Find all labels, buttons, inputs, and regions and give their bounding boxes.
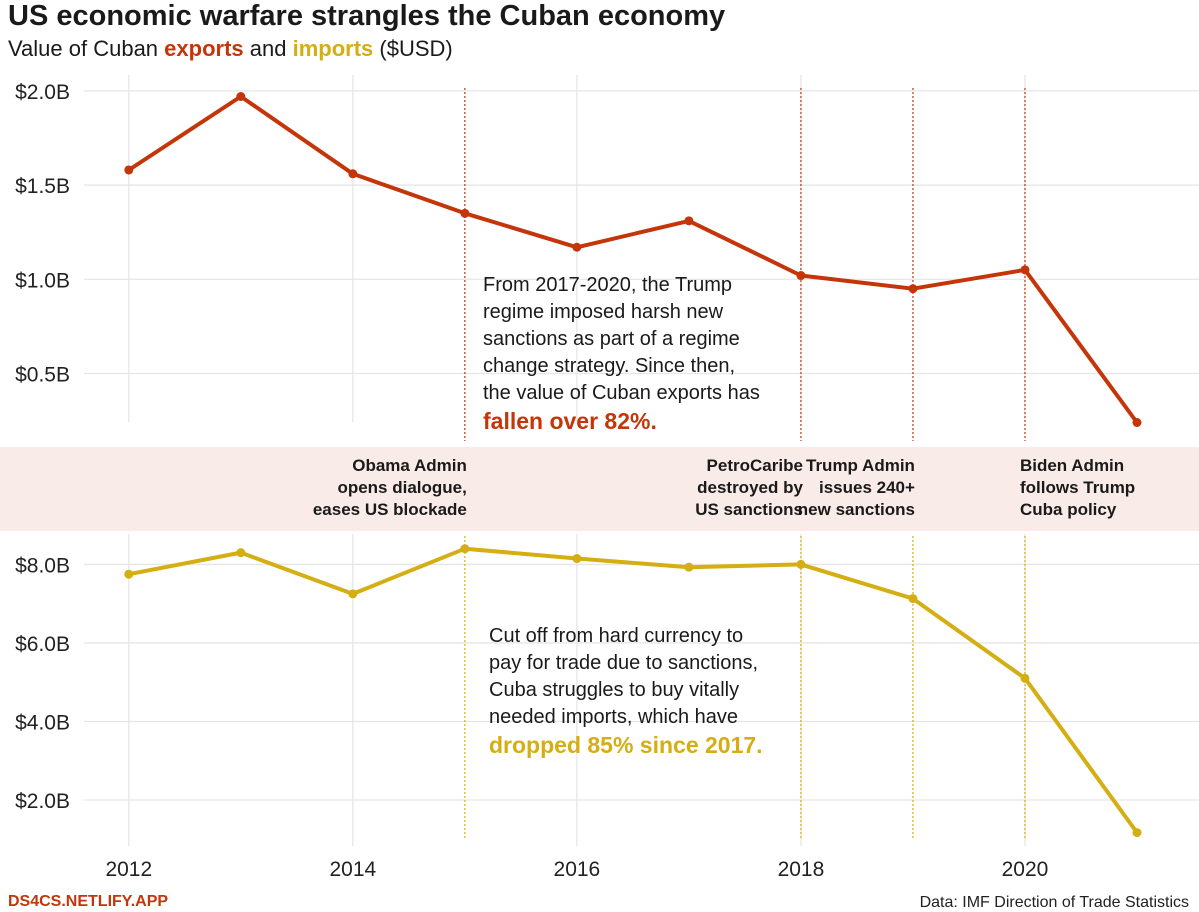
y-tick-label: $4.0B [15,711,70,734]
event-label: eases US blockade [313,500,467,519]
subtitle-suffix: ($USD) [373,36,453,61]
annotation-line: pay for trade due to sanctions, [489,652,758,674]
exports-point [1132,418,1142,428]
x-tick-label: 2012 [105,858,152,881]
exports-point [460,208,470,218]
exports-point [124,165,134,175]
chart-title: US economic warfare strangles the Cuban … [8,0,726,32]
annotation-line: regime imposed harsh new [483,301,724,323]
event-band [0,447,1199,531]
subtitle-prefix: Value of Cuban [8,36,165,61]
exports-point [236,91,246,101]
subtitle-imports-word: imports [292,36,374,61]
imports-line [128,546,1139,834]
site-credit: DS4CS.NETLIFY.APP [8,893,169,910]
subtitle-exports-word: exports [164,36,244,61]
imports-point [1132,828,1142,838]
exports-point [1020,265,1030,275]
imports-point [908,594,918,604]
event-label: issues 240+ [819,478,915,497]
exports-point [796,271,806,281]
event-label: Obama Admin [352,456,467,475]
imports-point [124,569,134,579]
imports-point [796,559,806,569]
imports-point [348,589,358,599]
exports-point [572,242,582,252]
y-tick-label: $6.0B [15,633,70,656]
imports-point [572,554,582,564]
exports-line [127,94,1139,424]
x-tick-label: 2014 [329,858,376,881]
imports-point [460,544,470,554]
exports-point [908,284,918,294]
x-tick-label: 2020 [1002,858,1049,881]
event-label: Cuba policy [1020,500,1117,519]
y-tick-label: $8.0B [15,554,70,577]
annotation-line: the value of Cuban exports has [483,382,760,404]
event-label: PetroCaribe [707,456,803,475]
annotation-emphasis: dropped 85% since 2017. [489,732,763,758]
exports-panel: $0.5B $1.0B $1.5B $2.0B From 2017-2020, the … [15,75,1199,441]
y-tick-label: $0.5B [15,364,70,387]
data-source: Data: IMF Direction of Trade Statistics [919,894,1189,911]
annotation-emphasis: fallen over 82%. [483,408,657,434]
exports-point [348,169,358,179]
event-label: opens dialogue, [337,478,466,497]
event-label: US sanctions [695,500,803,519]
x-tick-label: 2018 [778,858,825,881]
chart-subtitle: Value of Cuban exports and imports ($USD… [8,36,453,62]
event-label: destroyed by [697,478,803,497]
imports-point [684,562,694,572]
annotation-line: sanctions as part of a regime [483,328,740,350]
subtitle-middle: and [243,36,293,61]
x-tick-label: 2016 [554,858,601,881]
imports-point [1020,673,1030,683]
event-label: new sanctions [798,500,915,519]
exports-point [684,216,694,226]
event-label: follows Trump [1020,478,1135,497]
y-tick-label: $2.0B [15,81,70,104]
annotation-line: From 2017-2020, the Trump [483,274,732,296]
y-tick-label: $1.5B [15,175,70,198]
event-label: Trump Admin [806,456,915,475]
annotation-line: Cuba struggles to buy vitally [489,679,739,701]
annotation-line: change strategy. Since then, [483,355,735,377]
event-label: Biden Admin [1020,456,1124,475]
y-tick-label: $2.0B [15,790,70,813]
annotation-line: Cut off from hard currency to [489,625,743,647]
annotation-line: needed imports, which have [489,706,738,728]
y-tick-label: $1.0B [15,269,70,292]
imports-panel: $2.0B $4.0B $6.0B $8.0B Cut off from hard cu… [15,534,1199,846]
imports-point [236,548,246,558]
